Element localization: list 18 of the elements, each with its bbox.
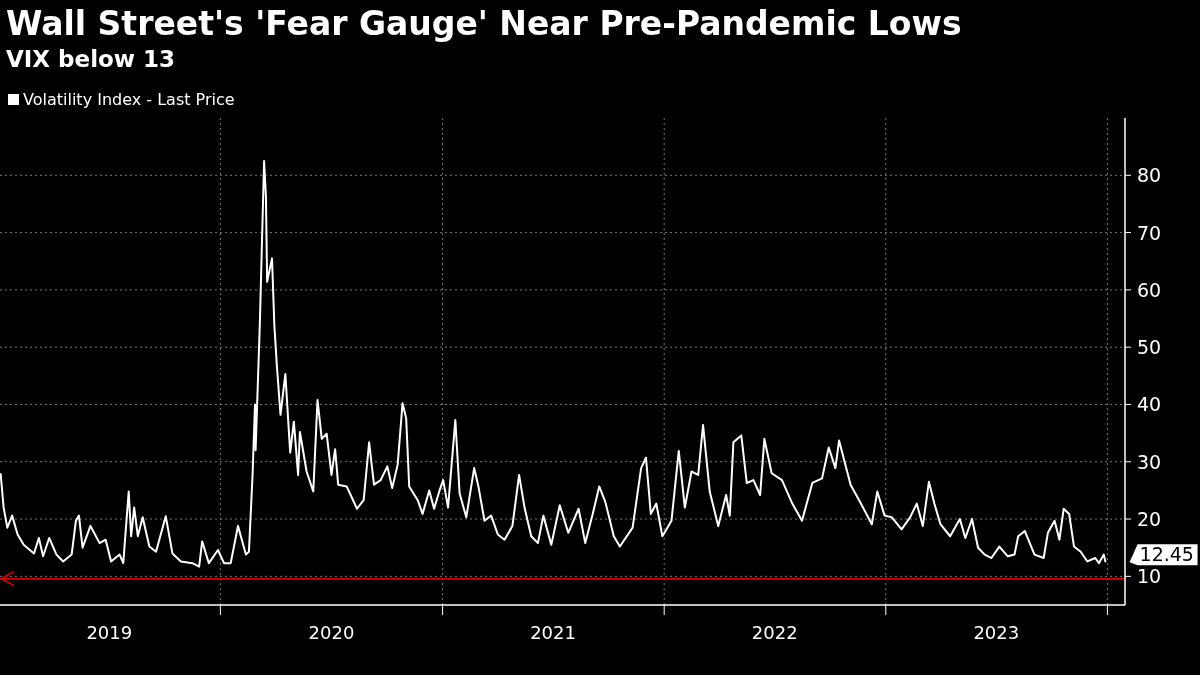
y-tick-label: 30 <box>1137 450 1162 473</box>
line-series <box>0 159 1107 568</box>
chart-subtitle: VIX below 13 <box>6 46 176 72</box>
y-tick-label: 60 <box>1137 278 1162 301</box>
x-tick-label: 2021 <box>530 622 576 643</box>
y-tick-label: 40 <box>1137 393 1162 416</box>
y-tick-label: 80 <box>1137 164 1162 187</box>
x-tick-label: 2022 <box>751 622 798 643</box>
y-tick-label: 70 <box>1137 221 1162 244</box>
x-tick-label: 2023 <box>973 622 1020 643</box>
y-tick-label: 50 <box>1137 336 1162 359</box>
y-tick-label: 10 <box>1137 565 1162 588</box>
x-tick-label: 2019 <box>86 622 133 643</box>
x-tick-label: 2020 <box>308 622 355 643</box>
legend-label: Volatility Index - Last Price <box>23 90 235 109</box>
y-tick-label: 20 <box>1137 508 1162 531</box>
annotation: 12.45 <box>1139 543 1194 566</box>
chart-title: Wall Street's 'Fear Gauge' Near Pre-Pandemic Lows <box>6 4 962 43</box>
